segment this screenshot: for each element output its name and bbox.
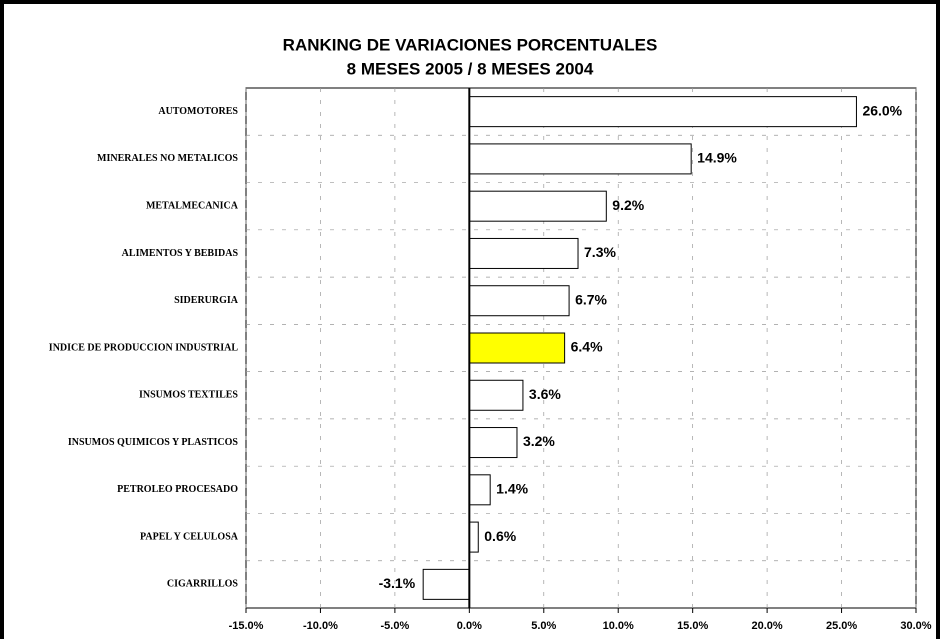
x-tick-label: 15.0% <box>677 620 708 632</box>
category-label: AUTOMOTORES <box>158 106 238 117</box>
bar <box>468 379 524 411</box>
category-label: METALMECANICA <box>146 200 239 211</box>
value-label: 1.4% <box>496 481 528 497</box>
x-tick-label: 0.0% <box>457 620 482 632</box>
value-label: -3.1% <box>379 575 416 591</box>
bar <box>468 521 479 553</box>
category-label: INDICE DE PRODUCCION INDUSTRIAL <box>49 342 239 353</box>
bar <box>468 143 692 175</box>
bar <box>422 568 470 600</box>
category-label: CIGARRILLOS <box>167 579 239 590</box>
category-label: INSUMOS TEXTILES <box>139 390 238 401</box>
bar <box>468 474 491 506</box>
value-label: 9.2% <box>612 197 644 213</box>
bar <box>468 427 518 459</box>
value-label: 0.6% <box>484 528 516 544</box>
category-label: INSUMOS QUIMICOS Y PLASTICOS <box>68 437 239 448</box>
category-label: PAPEL Y CELULOSA <box>140 531 239 542</box>
category-label: PETROLEO PROCESADO <box>117 484 238 495</box>
x-tick-label: 10.0% <box>603 620 634 632</box>
category-label: ALIMENTOS Y BEBIDAS <box>122 248 239 259</box>
x-tick-label: -10.0% <box>303 620 338 632</box>
x-tick-label: -15.0% <box>229 620 264 632</box>
bar <box>468 96 857 128</box>
x-tick-label: 30.0% <box>900 620 931 632</box>
bar <box>468 237 579 269</box>
chart-title: RANKING DE VARIACIONES PORCENTUALES <box>283 35 658 54</box>
value-label: 6.7% <box>575 291 607 307</box>
category-label: SIDERURGIA <box>174 295 239 306</box>
bar <box>468 332 566 364</box>
category-label: MINERALES NO METALICOS <box>97 153 238 164</box>
x-tick-label: 20.0% <box>752 620 783 632</box>
value-label: 26.0% <box>862 102 902 118</box>
value-label: 3.2% <box>523 433 555 449</box>
bar <box>468 190 607 222</box>
value-label: 14.9% <box>697 150 737 166</box>
x-tick-label: 5.0% <box>531 620 556 632</box>
x-tick-label: 25.0% <box>826 620 857 632</box>
plot-area <box>245 87 917 609</box>
value-label: 7.3% <box>584 244 616 260</box>
x-tick-label: -5.0% <box>381 620 410 632</box>
chart-subtitle: 8 MESES 2005 / 8 MESES 2004 <box>347 59 594 78</box>
value-label: 6.4% <box>571 339 603 355</box>
bar <box>468 285 570 317</box>
value-label: 3.6% <box>529 386 561 402</box>
